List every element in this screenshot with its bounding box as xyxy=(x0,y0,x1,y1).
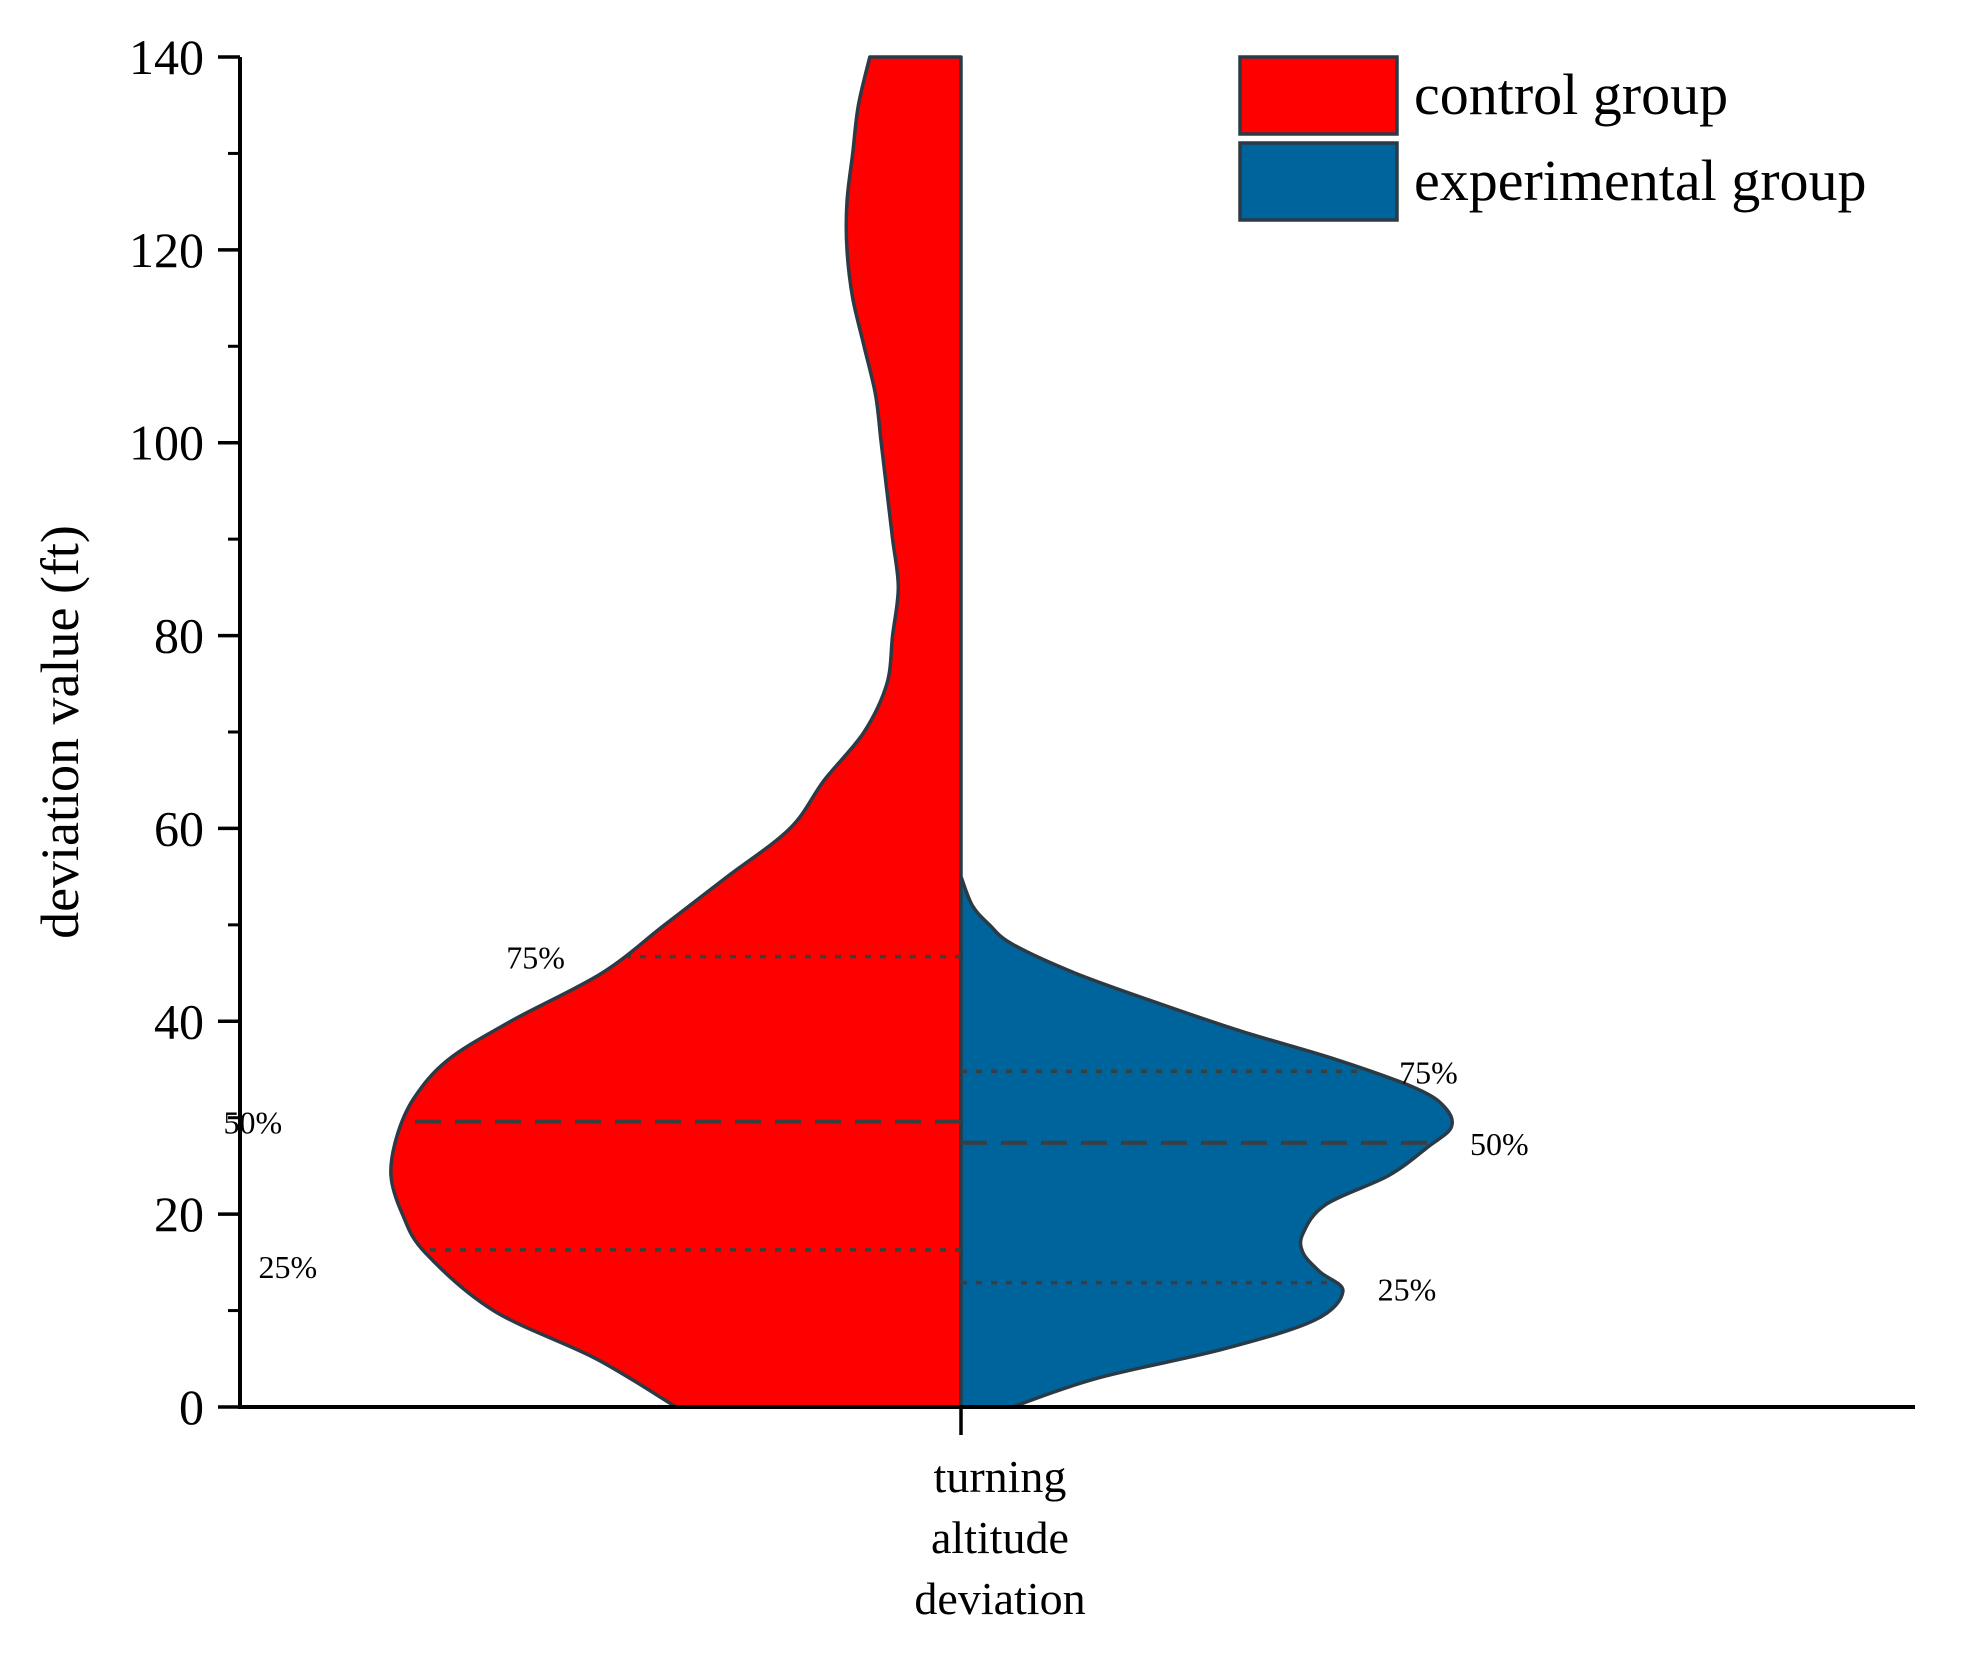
quartile-label-right-25pct: 25% xyxy=(1378,1272,1437,1308)
y-tick-label: 80 xyxy=(154,608,204,664)
quartile-label-left-75pct: 75% xyxy=(506,940,565,976)
y-tick-label: 60 xyxy=(154,800,204,856)
y-tick-label: 0 xyxy=(179,1379,204,1435)
legend-label: control group xyxy=(1414,62,1728,127)
category-label-line: turning xyxy=(934,1451,1067,1502)
quartile-lines: 25% 50% 75% 25% 50% 75% xyxy=(224,940,1529,1308)
quartile-label-left-25pct: 25% xyxy=(259,1249,318,1285)
quartile-label-right-50pct: 50% xyxy=(1470,1126,1529,1162)
quartile-label-left-50pct: 50% xyxy=(224,1105,283,1141)
y-tick-label: 120 xyxy=(129,222,204,278)
quartile-label-right-75pct: 75% xyxy=(1399,1054,1458,1090)
violin-left-control-group xyxy=(389,55,963,1409)
legend-entry-control-group: control group xyxy=(1238,55,1728,136)
y-tick-label: 100 xyxy=(129,415,204,471)
y-tick-label: 40 xyxy=(154,993,204,1049)
category-label-line: altitude xyxy=(931,1512,1069,1563)
y-tick-label: 140 xyxy=(129,29,204,85)
legend-label: experimental group xyxy=(1414,148,1867,213)
y-axis-title: deviation value (ft) xyxy=(30,525,90,939)
violin-group xyxy=(389,55,1455,1409)
category-label-line: deviation xyxy=(914,1573,1085,1624)
legend-swatch xyxy=(1238,141,1399,222)
y-tick-label: 20 xyxy=(154,1186,204,1242)
legend: control group experimental group xyxy=(1238,55,1867,222)
legend-entry-experimental-group: experimental group xyxy=(1238,141,1867,222)
axes: 0 20 40 60 80 100 120 140 turning altitude deviati… xyxy=(30,29,1915,1624)
legend-swatch xyxy=(1238,55,1399,136)
